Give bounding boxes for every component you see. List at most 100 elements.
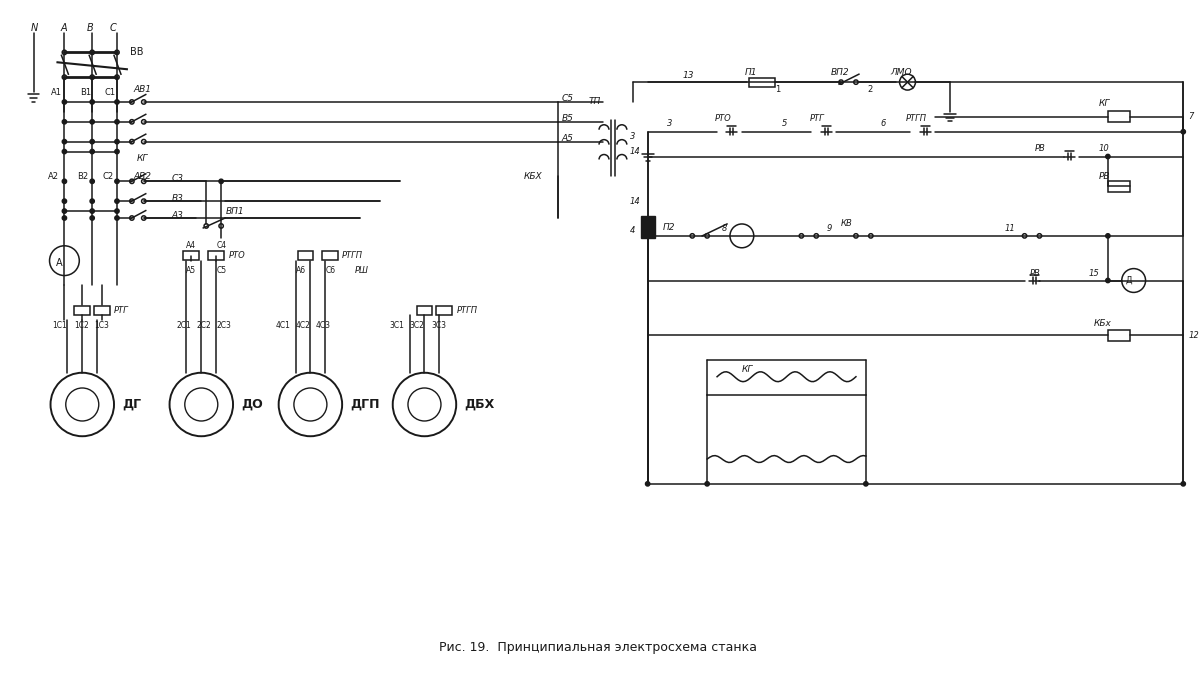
Circle shape xyxy=(62,199,66,203)
Text: 4С3: 4С3 xyxy=(316,321,330,329)
Text: 1С3: 1С3 xyxy=(94,321,109,329)
Circle shape xyxy=(62,209,66,213)
Text: АВ2: АВ2 xyxy=(134,172,152,181)
Text: ДО: ДО xyxy=(241,398,263,411)
Text: РШ: РШ xyxy=(355,266,370,275)
Bar xyxy=(1108,181,1129,192)
Text: КГ: КГ xyxy=(1099,99,1110,108)
Text: A2: A2 xyxy=(48,172,59,181)
Text: 11: 11 xyxy=(1004,225,1015,234)
Text: С4: С4 xyxy=(216,241,227,250)
Text: РТГП: РТГП xyxy=(457,306,479,315)
Text: РТГП: РТГП xyxy=(342,251,364,260)
Text: 10: 10 xyxy=(1099,144,1110,153)
Circle shape xyxy=(90,216,95,220)
Circle shape xyxy=(1105,234,1110,238)
Text: 14: 14 xyxy=(630,147,641,156)
Text: КГ: КГ xyxy=(137,154,148,163)
Text: 3: 3 xyxy=(667,119,673,128)
Text: A5: A5 xyxy=(562,134,574,143)
Text: 6: 6 xyxy=(881,119,886,128)
Text: 3: 3 xyxy=(630,132,635,141)
Circle shape xyxy=(62,216,66,220)
Text: ДБХ: ДБХ xyxy=(464,398,494,411)
Text: 2С1: 2С1 xyxy=(176,321,191,329)
Bar xyxy=(323,251,338,260)
Text: С5: С5 xyxy=(216,266,227,275)
Circle shape xyxy=(218,179,223,184)
Text: РТГП: РТГП xyxy=(906,114,926,123)
Circle shape xyxy=(90,179,95,184)
Text: 4С1: 4С1 xyxy=(276,321,290,329)
Circle shape xyxy=(90,209,95,213)
Text: РВ: РВ xyxy=(1099,172,1110,181)
Text: N: N xyxy=(31,23,38,33)
Circle shape xyxy=(62,120,66,124)
Text: B: B xyxy=(86,23,92,33)
Text: КГ: КГ xyxy=(742,365,754,374)
Text: 13: 13 xyxy=(683,71,694,79)
Circle shape xyxy=(1181,482,1186,486)
Text: Рис. 19.  Принципиальная электросхема станка: Рис. 19. Принципиальная электросхема ста… xyxy=(439,641,757,654)
Bar xyxy=(184,251,199,260)
Circle shape xyxy=(62,100,66,104)
Bar xyxy=(74,306,90,314)
Text: А4: А4 xyxy=(186,241,197,250)
Text: РТГ: РТГ xyxy=(114,306,128,315)
Bar xyxy=(209,251,224,260)
Text: 8: 8 xyxy=(722,225,727,234)
Text: A: A xyxy=(60,23,67,33)
Text: 2С2: 2С2 xyxy=(197,321,211,329)
Text: A1: A1 xyxy=(50,88,61,97)
Circle shape xyxy=(62,149,66,153)
Text: C2: C2 xyxy=(102,172,113,181)
Text: КБХ: КБХ xyxy=(523,172,542,181)
Circle shape xyxy=(90,149,95,153)
Circle shape xyxy=(115,120,119,124)
Bar xyxy=(641,216,654,238)
Text: 9: 9 xyxy=(826,225,832,234)
Circle shape xyxy=(90,100,95,104)
Circle shape xyxy=(115,100,119,104)
Bar xyxy=(437,306,452,314)
Text: 4С2: 4С2 xyxy=(295,321,311,329)
Text: ЛМО: ЛМО xyxy=(890,68,912,77)
Text: РТО: РТО xyxy=(715,114,732,123)
Bar xyxy=(1108,329,1129,340)
Text: ТП: ТП xyxy=(588,97,600,106)
Text: ВП2: ВП2 xyxy=(832,68,850,77)
Text: 4: 4 xyxy=(630,227,635,236)
Text: 2С3: 2С3 xyxy=(216,321,232,329)
Text: ДГП: ДГП xyxy=(350,398,379,411)
Text: РВ: РВ xyxy=(1034,144,1045,153)
Text: А5: А5 xyxy=(186,266,197,275)
Text: B3: B3 xyxy=(172,194,184,203)
Text: 15: 15 xyxy=(1090,269,1099,278)
Text: С6: С6 xyxy=(325,266,336,275)
Text: 7: 7 xyxy=(1188,112,1194,121)
Circle shape xyxy=(115,216,119,220)
Circle shape xyxy=(864,482,868,486)
Circle shape xyxy=(115,149,119,153)
Text: C3: C3 xyxy=(172,174,184,183)
Circle shape xyxy=(115,209,119,213)
Text: C: C xyxy=(110,23,116,33)
Bar xyxy=(416,306,432,314)
Text: 1С2: 1С2 xyxy=(74,321,89,329)
Circle shape xyxy=(90,140,95,144)
Bar xyxy=(1108,112,1129,123)
Text: П1: П1 xyxy=(745,68,757,77)
Text: РТГ: РТГ xyxy=(809,114,824,123)
Text: B2: B2 xyxy=(77,172,89,181)
Text: 3С3: 3С3 xyxy=(432,321,446,329)
Text: АВ1: АВ1 xyxy=(134,84,152,94)
Bar xyxy=(94,306,110,314)
Text: C5: C5 xyxy=(562,95,574,103)
Text: КБх: КБх xyxy=(1094,319,1112,327)
Circle shape xyxy=(1181,129,1186,134)
Circle shape xyxy=(704,482,709,486)
Text: П2: П2 xyxy=(662,223,676,232)
Text: B1: B1 xyxy=(80,88,91,97)
Text: 1С1: 1С1 xyxy=(53,321,67,329)
Text: ДГ: ДГ xyxy=(122,398,142,411)
